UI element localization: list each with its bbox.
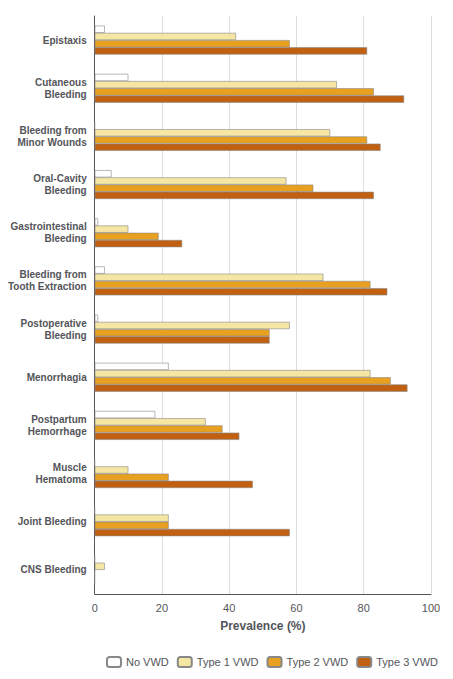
svg-text:Bleeding: Bleeding (44, 185, 86, 196)
svg-text:Type 3 VWD: Type 3 VWD (376, 656, 438, 668)
svg-text:Postoperative: Postoperative (21, 318, 88, 329)
svg-text:Tooth Extraction: Tooth Extraction (8, 281, 87, 292)
svg-text:Type 2 VWD: Type 2 VWD (287, 656, 349, 668)
svg-text:60: 60 (290, 602, 302, 614)
svg-text:Menorrhagia: Menorrhagia (27, 372, 87, 383)
svg-text:Bleeding: Bleeding (44, 330, 86, 341)
svg-text:0: 0 (92, 602, 98, 614)
svg-text:Minor Wounds: Minor Wounds (17, 137, 87, 148)
svg-text:Prevalence (%): Prevalence (%) (220, 619, 305, 633)
svg-text:CNS Bleeding: CNS Bleeding (21, 564, 87, 575)
svg-text:Muscle: Muscle (53, 462, 87, 473)
svg-text:Cutaneous: Cutaneous (35, 77, 87, 88)
svg-text:100: 100 (422, 602, 440, 614)
svg-text:Hemorrhage: Hemorrhage (28, 426, 87, 437)
svg-text:Postpartum: Postpartum (31, 414, 87, 425)
svg-text:Joint Bleeding: Joint Bleeding (18, 516, 87, 527)
svg-text:Hematoma: Hematoma (36, 474, 88, 485)
svg-text:Epistaxis: Epistaxis (43, 35, 87, 46)
svg-text:Bleeding: Bleeding (44, 233, 86, 244)
svg-text:Bleeding from: Bleeding from (19, 125, 86, 136)
svg-text:20: 20 (156, 602, 168, 614)
svg-text:Oral-Cavity: Oral-Cavity (33, 173, 87, 184)
svg-text:Bleeding: Bleeding (44, 89, 86, 100)
svg-text:Type 1 VWD: Type 1 VWD (197, 656, 259, 668)
svg-text:No VWD: No VWD (126, 656, 169, 668)
svg-text:80: 80 (358, 602, 370, 614)
svg-text:Gastrointestinal: Gastrointestinal (11, 221, 87, 232)
svg-text:Bleeding from: Bleeding from (19, 269, 86, 280)
svg-text:40: 40 (223, 602, 235, 614)
